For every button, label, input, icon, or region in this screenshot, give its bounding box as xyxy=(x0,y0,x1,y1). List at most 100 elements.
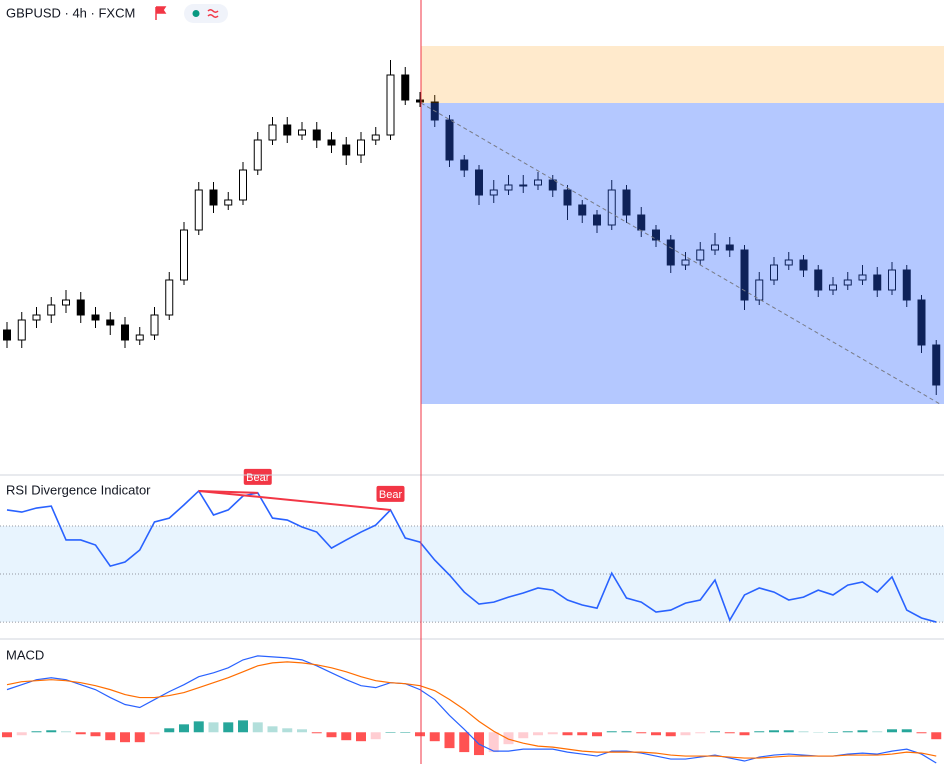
macd-histogram-bar xyxy=(105,732,116,741)
macd-line xyxy=(6,661,937,759)
candle-body xyxy=(652,229,660,241)
macd-histogram-bar xyxy=(459,732,470,753)
macd-histogram-bar xyxy=(798,731,809,733)
candle-body xyxy=(829,284,837,291)
candle-body xyxy=(47,304,56,316)
macd-histogram-bar xyxy=(783,730,794,733)
macd-histogram-bar xyxy=(16,732,27,736)
macd-histogram-bar xyxy=(90,732,101,737)
macd-histogram-bar xyxy=(75,732,86,735)
macd-histogram-bar xyxy=(680,732,691,736)
macd-histogram-bar xyxy=(547,732,558,735)
flag-icon[interactable] xyxy=(155,6,167,20)
candle-body xyxy=(180,229,188,281)
candle-body xyxy=(327,139,336,146)
macd-histogram-bar xyxy=(193,721,204,733)
divergence-label-box xyxy=(376,485,405,502)
macd-histogram-bar xyxy=(252,722,263,733)
macd-histogram-bar xyxy=(31,731,42,733)
macd-histogram-bar xyxy=(562,732,573,736)
macd-histogram-bar xyxy=(444,732,455,749)
candle-body xyxy=(62,299,70,306)
candle-body xyxy=(858,274,867,281)
candle-body xyxy=(386,74,395,136)
candle-body xyxy=(681,259,690,266)
macd-histogram-bar xyxy=(592,732,602,737)
divergence-label: Bear xyxy=(246,472,270,484)
candle-body xyxy=(224,199,233,206)
macd-histogram-bar xyxy=(931,732,942,740)
macd-histogram-bar xyxy=(621,731,632,733)
candle-body xyxy=(253,139,262,171)
candle-body xyxy=(740,249,749,301)
candle-body xyxy=(504,184,513,191)
candle-body xyxy=(711,244,719,251)
macd-histogram-bar xyxy=(297,729,307,733)
macd-histogram-bar xyxy=(120,732,130,743)
macd-histogram-bar xyxy=(606,731,617,733)
candle-body xyxy=(3,329,11,341)
candle-body xyxy=(519,184,528,187)
macd-histogram-bar xyxy=(916,732,927,734)
candle-body xyxy=(17,319,26,341)
candle-body xyxy=(548,179,557,191)
pane-title: RSI Divergence Indicator xyxy=(6,482,151,497)
candle-body xyxy=(917,299,926,346)
trade-path xyxy=(420,102,941,405)
candle-body xyxy=(607,189,616,226)
divergence-line xyxy=(198,489,391,511)
candle-body xyxy=(357,139,365,156)
macd-histogram-bar xyxy=(238,720,248,733)
candle-body xyxy=(165,279,174,316)
divergence-label-box xyxy=(243,468,272,485)
macd-line xyxy=(6,655,937,764)
macd-histogram-bar xyxy=(724,732,735,734)
candle-body xyxy=(799,259,808,271)
divergence-label: Bear xyxy=(379,489,403,501)
candle-body xyxy=(637,214,646,231)
macd-histogram-bar xyxy=(356,732,366,742)
target-zone xyxy=(421,103,944,404)
macd-histogram-bar xyxy=(429,732,440,742)
macd-histogram-bar xyxy=(341,732,352,741)
candle-body xyxy=(475,169,483,196)
macd-histogram-bar xyxy=(223,722,234,733)
candle-body xyxy=(770,264,778,281)
macd-histogram-bar xyxy=(179,724,189,733)
macd-histogram-bar xyxy=(311,732,322,734)
macd-histogram-bar xyxy=(739,732,750,736)
macd-histogram-bar xyxy=(46,730,57,733)
macd-histogram-bar xyxy=(488,732,499,753)
candle-body xyxy=(268,124,277,141)
candle-body xyxy=(725,244,734,251)
macd-histogram-bar xyxy=(61,731,71,733)
candle-body xyxy=(298,129,306,136)
candle-body xyxy=(283,124,292,136)
symbol-title[interactable]: GBPUSD · 4h · FXCM xyxy=(6,5,135,20)
candle-body xyxy=(371,134,380,141)
status-icon xyxy=(207,9,219,18)
stop-zone xyxy=(421,46,944,103)
macd-histogram-bar xyxy=(385,732,396,733)
candle-body xyxy=(784,259,793,266)
rsi-line xyxy=(6,489,937,623)
candle-body xyxy=(312,129,321,141)
candle-body xyxy=(401,74,410,101)
candle-body xyxy=(843,279,852,286)
candle-body xyxy=(135,334,144,341)
candle-body xyxy=(209,189,218,206)
candle-body xyxy=(593,214,601,226)
status-dot xyxy=(192,10,200,17)
candle-body xyxy=(239,169,247,201)
status-badge[interactable] xyxy=(184,4,228,23)
candle-body xyxy=(902,269,911,301)
macd-histogram-bar xyxy=(901,729,912,733)
macd-histogram-bar xyxy=(651,732,661,736)
candle-body xyxy=(932,344,941,386)
macd-histogram-bar xyxy=(415,732,425,737)
macd-histogram-bar xyxy=(828,732,838,733)
candle-body xyxy=(696,249,705,261)
macd-histogram-bar xyxy=(208,722,219,733)
plot-layer: Bear Bear xyxy=(0,46,944,764)
